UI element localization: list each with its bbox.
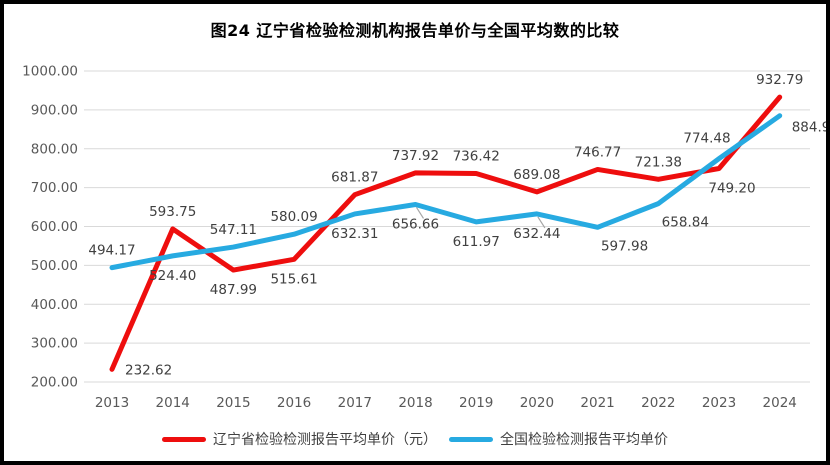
- data-label: 749.20: [708, 180, 755, 196]
- data-label: 737.92: [392, 148, 439, 164]
- data-label: 746.77: [574, 144, 621, 160]
- data-label: 658.84: [662, 215, 709, 231]
- x-axis-label: 2022: [641, 395, 675, 411]
- y-axis-label: 200.00: [31, 375, 78, 391]
- legend-item-liaoning: 辽宁省检验检测报告平均单价（元）: [162, 429, 437, 449]
- x-axis-label: 2020: [520, 395, 554, 411]
- data-label: 593.75: [149, 204, 196, 220]
- leader-line: [537, 216, 546, 229]
- legend-item-national: 全国检验检测报告平均单价: [449, 429, 668, 449]
- data-label: 736.42: [453, 148, 500, 164]
- data-label: 547.11: [210, 222, 257, 238]
- data-label: 232.62: [125, 362, 172, 378]
- x-axis-label: 2015: [216, 395, 250, 411]
- x-axis-label: 2014: [156, 395, 190, 411]
- data-label: 632.31: [331, 226, 378, 242]
- y-axis-label: 400.00: [31, 297, 78, 313]
- legend-label-national: 全国检验检测报告平均单价: [500, 432, 668, 448]
- x-axis-label: 2023: [702, 395, 736, 411]
- chart-title: 图24 辽宁省检验检测机构报告单价与全国平均数的比较: [210, 21, 620, 40]
- x-axis-label: 2018: [398, 395, 432, 411]
- x-axis-label: 2016: [277, 395, 311, 411]
- y-axis-label: 1000.00: [22, 64, 78, 80]
- data-label: 932.79: [756, 72, 803, 88]
- data-label: 494.17: [88, 243, 135, 259]
- series-line-0: [109, 94, 783, 372]
- data-label: 656.66: [392, 216, 439, 232]
- leader-line: [415, 207, 425, 219]
- chart-legend: 辽宁省检验检测报告平均单价（元） 全国检验检测报告平均单价: [4, 429, 826, 449]
- data-label: 632.44: [513, 226, 560, 242]
- data-label: 487.99: [210, 282, 257, 298]
- y-axis-label: 900.00: [31, 102, 78, 118]
- x-axis-label: 2019: [459, 395, 493, 411]
- data-label: 774.48: [683, 131, 730, 147]
- legend-line-swatch-national-icon: [449, 436, 493, 442]
- y-axis-label: 700.00: [31, 180, 78, 196]
- legend-line-swatch-liaoning-icon: [162, 436, 206, 442]
- y-axis-label: 600.00: [31, 219, 78, 235]
- data-label: 597.98: [601, 238, 648, 254]
- data-label: 580.09: [270, 209, 317, 225]
- data-label: 524.40: [149, 268, 196, 284]
- x-axis-label: 2013: [95, 395, 129, 411]
- y-axis-label: 500.00: [31, 258, 78, 274]
- data-label: 611.97: [453, 234, 500, 250]
- data-label: 515.61: [270, 271, 317, 287]
- line-chart-plot-area: 200.00 300.00 400.00 500.00 600.00 700.00 800.…: [22, 64, 830, 412]
- data-label: 681.87: [331, 170, 378, 186]
- y-axis-label: 300.00: [31, 336, 78, 352]
- x-axis-label: 2021: [580, 395, 614, 411]
- x-axis-label: 2024: [763, 395, 797, 411]
- legend-label-liaoning: 辽宁省检验检测报告平均单价（元）: [213, 432, 437, 448]
- x-axis-label: 2017: [338, 395, 372, 411]
- series-line-1: [109, 113, 783, 271]
- y-axis-label: 800.00: [31, 141, 78, 157]
- data-label: 721.38: [635, 154, 682, 170]
- data-label: 689.08: [513, 167, 560, 183]
- data-label: 884.93: [792, 120, 830, 136]
